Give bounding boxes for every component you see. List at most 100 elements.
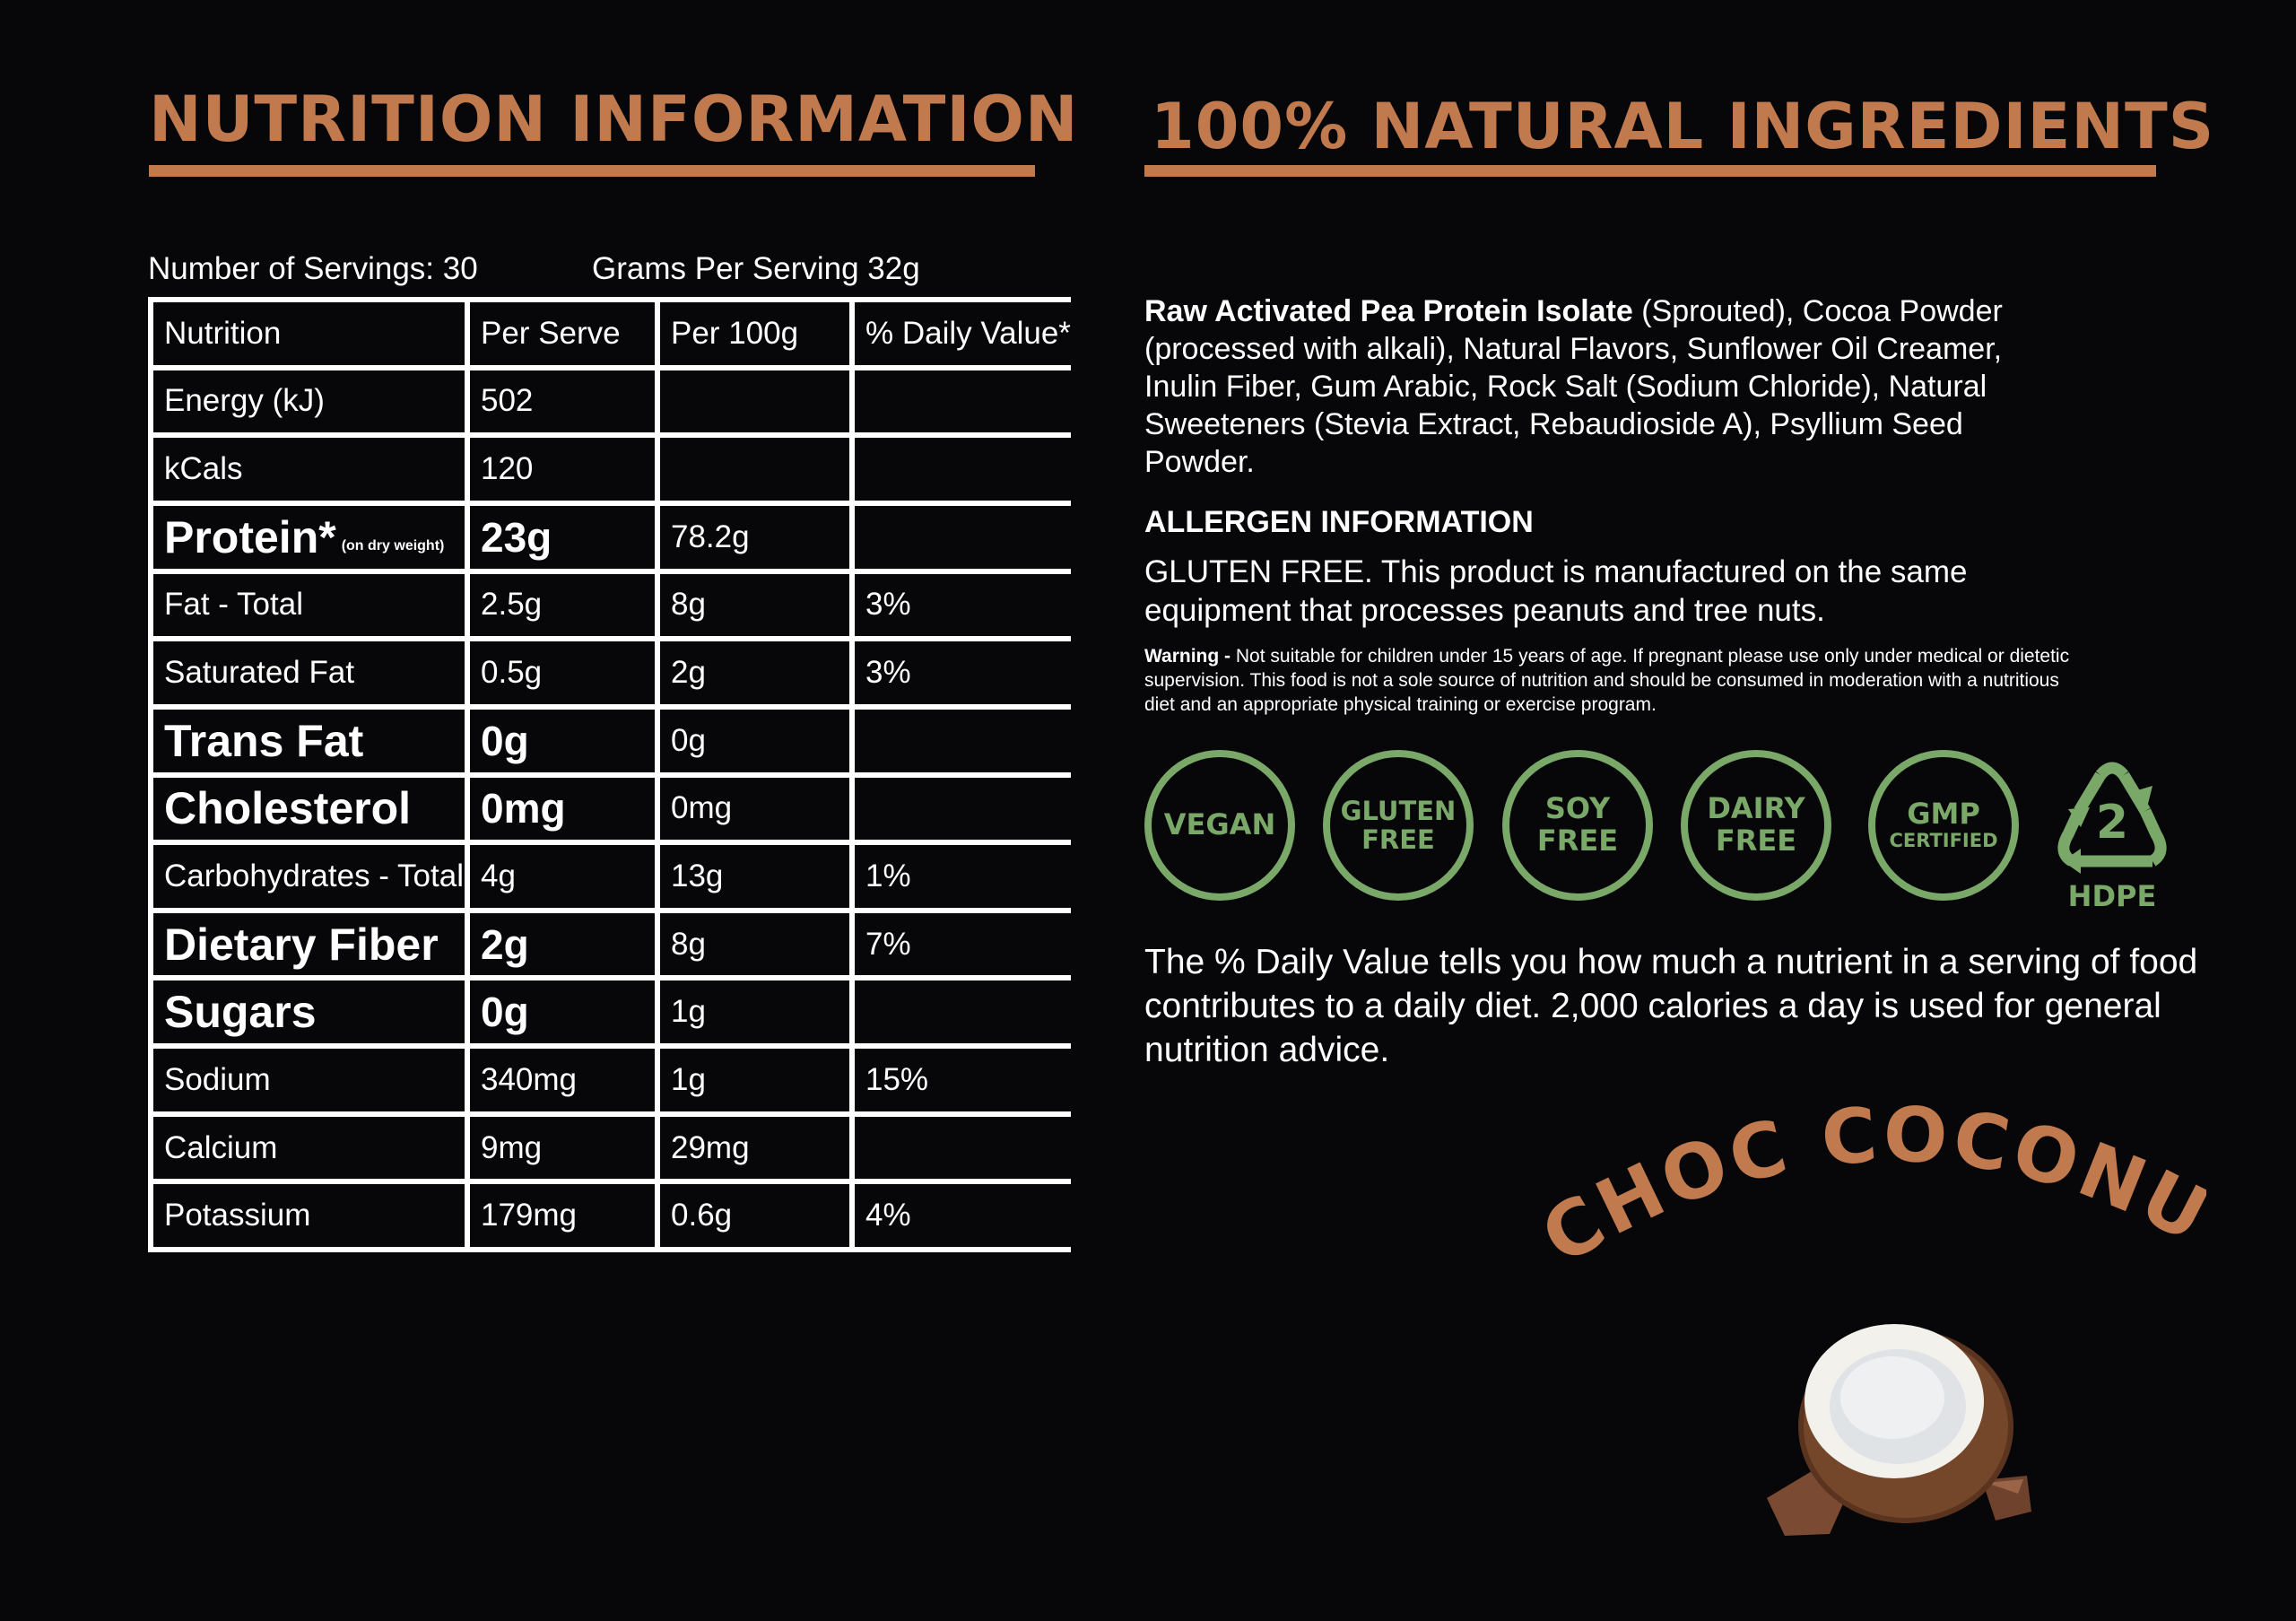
row-12-nutrient: Potassium xyxy=(153,1184,465,1247)
recycle-right-curve xyxy=(2140,808,2167,867)
row-0-dv xyxy=(855,370,1082,433)
row-9-per-serve: 0g xyxy=(470,980,655,1044)
row-12-dv: 4% xyxy=(855,1184,1082,1247)
row-2-dv xyxy=(855,505,1082,569)
vegan-badge: VEGAN xyxy=(1144,750,1295,901)
row-8-dv: 7% xyxy=(855,912,1082,976)
dairy-free-badge: DAIRY FREE xyxy=(1681,750,1831,901)
nutrient-name: kCals xyxy=(164,451,243,487)
servings-count: Number of Servings: 30 xyxy=(148,251,478,286)
row-0-per-serve: 502 xyxy=(470,370,655,433)
header-nutrition: Nutrition xyxy=(153,302,465,365)
recycle-arrow-left xyxy=(2074,771,2106,815)
row-5-per-serve: 0g xyxy=(470,709,655,772)
gluten-badge-line2: FREE xyxy=(1361,824,1435,855)
recycle-number: 2 xyxy=(2096,796,2128,850)
nutrient-name: Calcium xyxy=(164,1129,278,1165)
row-4-dv: 3% xyxy=(855,641,1082,704)
allergen-title: ALLERGEN INFORMATION xyxy=(1144,505,1534,539)
row-9-per-100g: 1g xyxy=(660,980,849,1044)
row-0-nutrient: Energy (kJ) xyxy=(153,370,465,433)
row-5-nutrient: Trans Fat xyxy=(153,709,465,772)
recycle-label: HDPE xyxy=(2068,879,2157,912)
row-9-dv xyxy=(855,980,1082,1044)
row-3-per-serve: 2.5g xyxy=(470,573,655,637)
ingredients-lead: Raw Activated Pea Protein Isolate xyxy=(1144,294,1633,328)
recycle-arrowhead-bottom xyxy=(2063,849,2081,874)
row-7-nutrient: Carbohydrates - Total xyxy=(153,845,465,908)
row-4-nutrient: Saturated Fat xyxy=(153,641,465,704)
row-6-per-100g: 0mg xyxy=(660,777,849,841)
warning-body: Not suitable for children under 15 years… xyxy=(1144,646,2070,715)
row-4-per-100g: 2g xyxy=(660,641,849,704)
nutrient-name: Potassium xyxy=(164,1198,311,1233)
row-6-dv xyxy=(855,777,1082,841)
row-10-per-100g: 1g xyxy=(660,1049,849,1111)
soy-badge-line2: FREE xyxy=(1536,824,1619,858)
ingredients-rest: (Sprouted), Cocoa Powder (processed with… xyxy=(1144,294,2003,479)
row-12-per-serve: 179mg xyxy=(470,1184,655,1247)
coconut-image xyxy=(1767,1324,2031,1536)
row-7-dv: 1% xyxy=(855,845,1082,908)
recycle-arrowhead-right xyxy=(2135,786,2152,807)
row-4-per-serve: 0.5g xyxy=(470,641,655,704)
nutrient-name: Carbohydrates - Total xyxy=(164,858,464,893)
ingredients-heading: 100% NATURAL INGREDIENTS xyxy=(1151,90,2215,163)
row-1-per-serve: 120 xyxy=(470,438,655,501)
header-daily-value: % Daily Value* xyxy=(855,302,1082,365)
grams-per-serving: Grams Per Serving 32g xyxy=(592,251,920,286)
vegan-badge-line1: VEGAN xyxy=(1163,807,1276,842)
nutrition-heading: NUTRITION INFORMATION xyxy=(149,83,1079,156)
row-3-per-100g: 8g xyxy=(660,573,849,637)
recycle-arrowhead-left xyxy=(2068,807,2090,827)
nutrient-name: Energy (kJ) xyxy=(164,383,325,419)
row-11-per-serve: 9mg xyxy=(470,1116,655,1180)
svg-text:CHOC COCONUT: CHOC COCONUT xyxy=(1525,1094,2206,1282)
row-6-nutrient: Cholesterol xyxy=(153,777,465,841)
nutrient-name: Sodium xyxy=(164,1061,271,1097)
ingredients-heading-underline xyxy=(1144,165,2156,177)
row-10-per-serve: 340mg xyxy=(470,1049,655,1111)
nutrient-name: Saturated Fat xyxy=(164,655,355,691)
warning-label: Warning - xyxy=(1144,646,1231,667)
row-5-per-100g: 0g xyxy=(660,709,849,772)
row-1-dv xyxy=(855,438,1082,501)
row-11-per-100g: 29mg xyxy=(660,1116,849,1180)
row-12-per-100g: 0.6g xyxy=(660,1184,849,1247)
dairy-badge-line1: DAIRY xyxy=(1707,791,1805,826)
allergen-text: GLUTEN FREE. This product is manufacture… xyxy=(1144,554,1968,628)
gluten-badge-line1: GLUTEN xyxy=(1340,795,1457,826)
warning-text: Warning - Not suitable for children unde… xyxy=(1144,644,2086,717)
nutrition-table: Nutrition Per Serve Per 100g % Daily Val… xyxy=(148,297,1082,1252)
recycle-top-curve xyxy=(2095,762,2129,780)
header-per-100g: Per 100g xyxy=(660,302,849,365)
row-10-dv: 15% xyxy=(855,1049,1082,1111)
row-8-per-serve: 2g xyxy=(470,912,655,976)
row-10-nutrient: Sodium xyxy=(153,1049,465,1111)
soy-free-badge: SOY FREE xyxy=(1502,750,1653,901)
row-2-per-serve: 23g xyxy=(470,505,655,569)
row-6-per-serve: 0mg xyxy=(470,777,655,841)
row-1-nutrient: kCals xyxy=(153,438,465,501)
nutrition-heading-underline xyxy=(149,165,1035,177)
gmp-badge-line2: CERTIFIED xyxy=(1889,830,1998,852)
recycle-hdpe-icon: 2 HDPE xyxy=(2057,762,2167,912)
gluten-free-badge: GLUTEN FREE xyxy=(1323,750,1474,901)
daily-value-note: The % Daily Value tells you how much a n… xyxy=(1144,943,2198,1069)
row-7-per-serve: 4g xyxy=(470,845,655,908)
nutrient-note: (on dry weight) xyxy=(341,537,445,553)
row-2-nutrient: Protein* (on dry weight) xyxy=(153,505,465,569)
gmp-certified-badge: GMP CERTIFIED xyxy=(1868,750,2019,901)
row-11-nutrient: Calcium xyxy=(153,1116,465,1180)
dairy-badge-line2: FREE xyxy=(1715,824,1797,858)
nutrient-name: Protein* xyxy=(164,511,336,562)
header-per-serve: Per Serve xyxy=(470,302,655,365)
row-5-dv xyxy=(855,709,1082,772)
row-0-per-100g xyxy=(660,370,849,433)
row-3-dv: 3% xyxy=(855,573,1082,637)
soy-badge-line1: SOY xyxy=(1544,791,1611,826)
nutrient-name: Trans Fat xyxy=(164,715,364,766)
flavor-name-text: CHOC COCONUT xyxy=(1525,1094,2206,1282)
nutrient-name: Fat - Total xyxy=(164,587,303,623)
